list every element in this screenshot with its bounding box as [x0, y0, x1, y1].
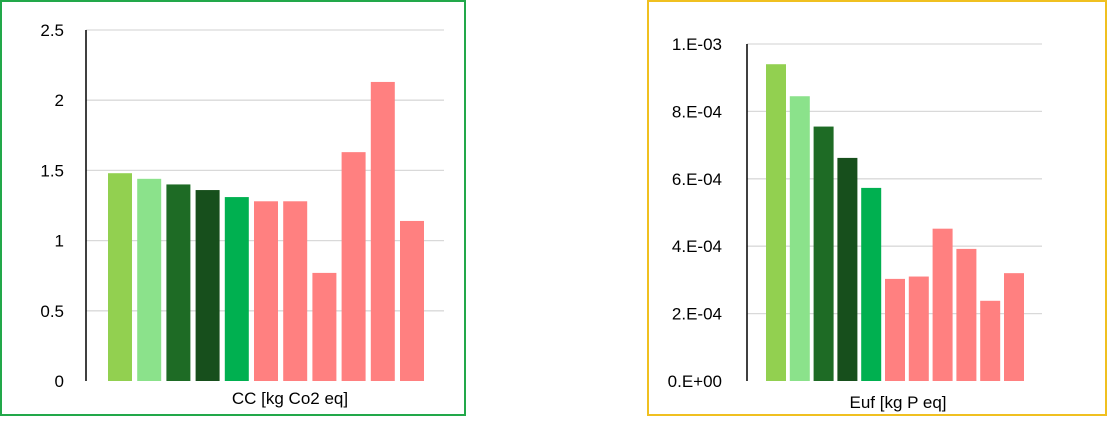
euf-y-tick-label: 1.E-03 [672, 35, 722, 54]
cc-bar [195, 190, 220, 381]
cc-bar [166, 184, 191, 381]
euf-y-tick-label: 4.E-04 [672, 237, 722, 256]
cc-bar [312, 272, 337, 381]
euf-bar [908, 276, 929, 381]
cc-y-tick-label: 1.5 [40, 161, 64, 180]
cc-bar [283, 201, 308, 381]
euf-bar [1004, 273, 1024, 381]
euf-y-tick-label: 6.E-04 [672, 170, 722, 189]
euf-bar [766, 64, 786, 381]
euf-y-tick-label: 8.E-04 [672, 102, 722, 121]
cc-bar [400, 220, 424, 381]
euf-bar [789, 96, 810, 382]
cc-y-tick-label: 2.5 [40, 21, 64, 40]
euf-bar [980, 300, 1001, 381]
cc-bars [108, 81, 424, 381]
cc-bar [254, 201, 278, 381]
cc-y-tick-label: 2 [55, 91, 64, 110]
euf-x-axis-label: Euf [kg P eq] [849, 393, 946, 412]
euf-bar [956, 248, 977, 381]
euf-y-tick-label: 2.E-04 [672, 305, 722, 324]
cc-y-tick-label: 1 [55, 232, 64, 251]
cc-bar [370, 81, 395, 381]
cc-y-tick-labels: 0 0.5 1 1.5 2 2.5 [40, 21, 64, 391]
euf-bar [861, 187, 882, 381]
cc-bar [224, 197, 249, 381]
euf-chart-panel: 0.E+00 2.E-04 4.E-04 6.E-04 8.E-04 1.E-03 Euf… [647, 0, 1107, 416]
cc-y-tick-label: 0.5 [40, 302, 64, 321]
cc-bar [108, 173, 132, 381]
cc-x-axis-label: CC [kg Co2 eq] [232, 389, 348, 408]
cc-bar [341, 152, 366, 381]
euf-bar [813, 126, 834, 381]
euf-bar [837, 157, 858, 381]
cc-y-tick-label: 0 [55, 372, 64, 391]
euf-y-tick-labels: 0.E+00 2.E-04 4.E-04 6.E-04 8.E-04 1.E-03 [668, 35, 722, 391]
euf-bar [932, 228, 953, 381]
euf-bars [766, 64, 1024, 382]
euf-bar [885, 278, 905, 381]
cc-chart-panel: 0 0.5 1 1.5 2 2.5 CC [kg Co2 eq] [0, 0, 466, 416]
cc-bar [137, 178, 162, 381]
euf-y-tick-label: 0.E+00 [668, 372, 722, 391]
